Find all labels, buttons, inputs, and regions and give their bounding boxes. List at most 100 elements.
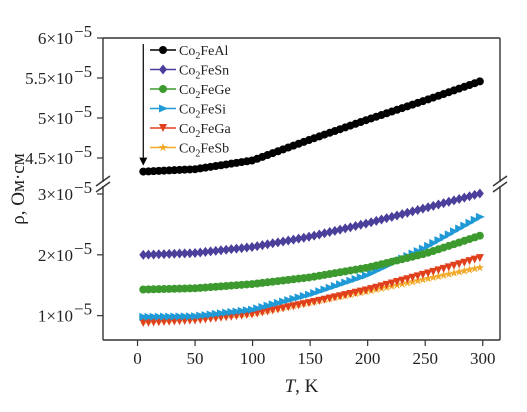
x-tick-label: 150 <box>297 349 323 368</box>
data-point <box>382 280 391 289</box>
x-tick-label: 300 <box>470 349 496 368</box>
data-point <box>387 279 396 288</box>
data-point <box>325 294 334 303</box>
upper-y-tick-exponent: −5 <box>74 142 92 161</box>
plot-frame <box>95 37 508 341</box>
data-point <box>196 247 205 258</box>
data-point <box>367 269 377 278</box>
data-point <box>294 233 303 244</box>
data-point <box>460 266 469 275</box>
data-point <box>475 263 485 272</box>
data-point <box>185 312 195 321</box>
data-point <box>325 283 335 292</box>
lower-y-tick-label: 2×10 <box>38 246 73 265</box>
arrow-head <box>139 157 148 166</box>
data-point <box>139 249 148 260</box>
data-point <box>325 227 334 238</box>
data-point <box>237 306 247 315</box>
data-point <box>367 285 376 294</box>
data-point <box>356 219 365 230</box>
data-point <box>294 293 304 302</box>
data-point <box>424 241 434 250</box>
data-point <box>346 289 355 298</box>
data-point <box>289 302 298 311</box>
data-point <box>403 275 412 284</box>
data-point <box>429 273 438 282</box>
series-Co2FeSn <box>139 188 484 260</box>
data-point <box>475 231 484 240</box>
data-point <box>222 308 232 317</box>
data-point <box>336 224 345 235</box>
data-point <box>475 188 484 199</box>
data-point <box>444 269 454 278</box>
data-point <box>475 254 484 263</box>
data-point <box>387 211 396 222</box>
upper-y-tick-exponent: −5 <box>74 102 92 121</box>
data-point <box>159 312 169 321</box>
data-point <box>403 207 412 218</box>
data-point <box>439 233 449 242</box>
data-point <box>439 198 448 209</box>
data-point <box>470 189 479 200</box>
x-tick-label: 250 <box>412 349 438 368</box>
data-point <box>206 246 215 257</box>
axis-break-mark-left-1 <box>95 175 111 187</box>
data-point <box>367 217 376 228</box>
data-point <box>330 293 339 302</box>
data-point <box>475 77 484 86</box>
data-point <box>165 312 175 321</box>
legend-label: Co2FeAl <box>179 44 228 62</box>
data-point <box>227 244 236 255</box>
data-point <box>299 300 308 309</box>
data-point <box>465 191 474 202</box>
data-point <box>356 273 366 282</box>
data-point <box>201 311 211 320</box>
data-point <box>284 235 293 246</box>
data-point <box>144 249 153 260</box>
legend-marker <box>159 124 167 132</box>
data-point <box>180 248 189 259</box>
data-point <box>444 263 453 272</box>
data-point <box>444 196 453 207</box>
data-point <box>475 212 485 221</box>
data-point <box>273 237 282 248</box>
y-axis-label: ρ, Ом·см <box>8 153 29 225</box>
data-point <box>408 273 417 282</box>
data-point <box>455 224 465 233</box>
data-point <box>470 264 479 273</box>
data-point <box>284 296 294 305</box>
x-tick-label: 100 <box>240 349 266 368</box>
data-point <box>439 270 448 279</box>
data-point <box>413 204 422 215</box>
lower-y-tick-exponent: −5 <box>74 239 92 258</box>
axis-break-mark-right-2 <box>492 181 508 193</box>
upper-y-tick-exponent: −5 <box>74 22 92 41</box>
data-point <box>372 215 381 226</box>
data-point <box>299 232 308 243</box>
data-point <box>310 230 319 241</box>
data-point <box>346 276 356 285</box>
data-point <box>304 299 313 308</box>
data-point <box>175 312 185 321</box>
lower-y-tick-label: 3×10 <box>38 185 73 204</box>
data-point <box>449 268 459 277</box>
data-point <box>206 310 216 319</box>
data-point <box>341 223 350 234</box>
data-point <box>351 221 360 232</box>
legend-label: Co2FeSb <box>179 142 229 160</box>
data-point <box>139 312 149 321</box>
data-point <box>424 269 433 278</box>
data-point <box>258 308 267 317</box>
data-point <box>165 248 174 259</box>
data-point <box>232 307 242 316</box>
data-point <box>258 240 267 251</box>
data-point <box>455 260 464 269</box>
data-point <box>454 267 464 276</box>
upper-y-tick-label: 5×10 <box>38 109 73 128</box>
data-point <box>444 230 454 239</box>
legend-item: Co2FeSn <box>150 64 229 82</box>
data-point <box>341 291 350 300</box>
data-point <box>201 246 210 257</box>
